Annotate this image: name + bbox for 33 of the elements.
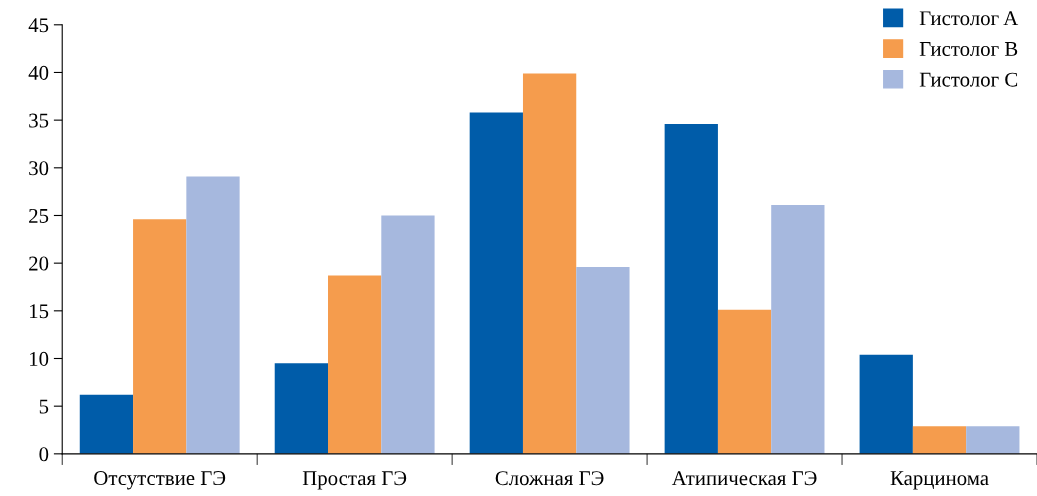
y-tick-label: 30 (29, 161, 49, 176)
legend-label: Гистолог C (919, 72, 1018, 87)
bar (328, 275, 382, 454)
bar (133, 219, 187, 454)
bar (771, 205, 825, 454)
x-tick-label: Атипическая ГЭ (671, 471, 817, 486)
y-tick-label: 5 (39, 399, 49, 414)
legend-label: Гистолог A (919, 11, 1019, 26)
x-tick-label: Отсутствие ГЭ (94, 471, 226, 490)
x-tick-label: Простая ГЭ (302, 471, 407, 490)
bar (469, 112, 523, 454)
y-tick-label: 15 (30, 304, 49, 319)
bar (912, 426, 967, 454)
legend-label: Гистолог B (919, 42, 1018, 56)
x-tick-label: Сложная ГЭ (495, 471, 604, 486)
bar (274, 363, 329, 454)
y-tick-label: 20 (29, 256, 49, 271)
y-tick-label: 25 (29, 208, 49, 223)
bar (522, 73, 577, 454)
x-tick-label: Карцинома (890, 471, 989, 490)
bar (859, 354, 913, 454)
bar (576, 266, 630, 454)
bar (717, 309, 772, 454)
y-tick-label: 45 (28, 18, 49, 33)
bar (664, 123, 718, 454)
y-tick-label: 40 (28, 65, 49, 80)
bar (381, 215, 435, 454)
bar (966, 426, 1020, 454)
y-tick-label: 10 (30, 351, 49, 366)
bar (186, 176, 240, 454)
bar (79, 394, 134, 454)
y-tick-label: 35 (29, 113, 49, 128)
y-tick-label: 0 (39, 447, 49, 462)
